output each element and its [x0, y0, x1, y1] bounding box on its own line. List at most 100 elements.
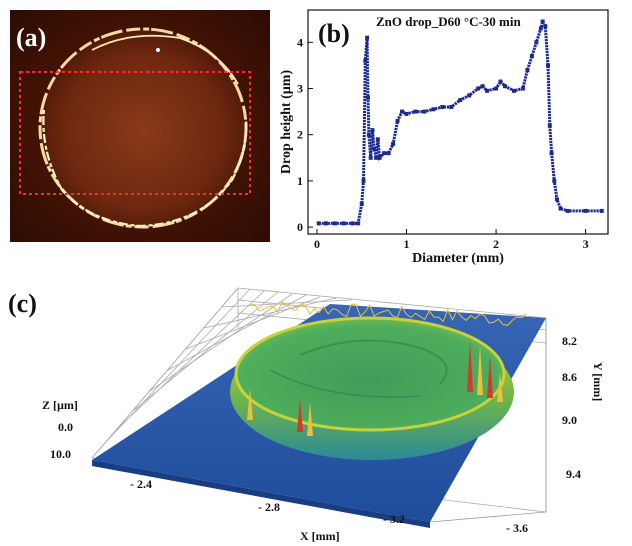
series-group	[316, 17, 604, 226]
data-point	[546, 63, 550, 68]
panel-b-label: (b)	[318, 19, 350, 48]
data-point	[458, 98, 463, 103]
data-point	[538, 26, 543, 31]
data-point	[476, 86, 481, 91]
x-tick-label: 3	[583, 237, 589, 251]
data-point	[565, 208, 570, 213]
data-point	[494, 86, 499, 91]
data-point	[503, 84, 508, 89]
chart-title: ZnO drop_D60 °C-30 min	[376, 14, 522, 29]
x-tick-2: - 3.2	[383, 512, 405, 526]
data-point	[467, 93, 472, 98]
data-point	[413, 109, 418, 114]
rim-spike	[297, 398, 303, 432]
drop-rim-highlight-top	[91, 34, 239, 85]
plot-frame	[307, 9, 609, 235]
panel-b: 0 1 2 3 0 1 2 3 4 (b) ZnO drop_D60 °C-30 min Dia…	[279, 9, 609, 266]
rim-spike	[247, 388, 253, 420]
data-point	[529, 54, 534, 59]
y-axis-label: Drop height (µm)	[279, 70, 294, 175]
y-tick-label: 2	[297, 128, 303, 142]
data-point	[356, 221, 361, 226]
drop-inner-contour	[299, 339, 448, 385]
z-axis-label: Z [µm]	[42, 398, 78, 412]
z-tick-1: 10.0	[50, 447, 71, 461]
y-tick-0: 8.2	[562, 334, 577, 348]
x-tick-label: 1	[404, 237, 410, 251]
panel-a-label: (a)	[16, 23, 46, 52]
drop-rim-highlight	[42, 109, 248, 228]
data-point	[534, 40, 539, 45]
x-tick-1: - 2.8	[258, 500, 280, 514]
data-point	[366, 95, 370, 100]
data-point	[372, 146, 377, 151]
data-point	[599, 208, 604, 213]
data-point	[485, 88, 490, 93]
x-tick-label: 0	[314, 237, 320, 251]
data-point	[547, 123, 552, 128]
data-point	[543, 24, 548, 29]
data-point	[552, 178, 557, 183]
data-point	[365, 35, 370, 40]
data-point	[431, 107, 436, 112]
roi-box	[19, 71, 251, 195]
y-tick-label: 3	[297, 82, 303, 96]
drop-speck	[156, 48, 160, 52]
x-tick-0: - 2.4	[130, 477, 152, 491]
data-point	[404, 111, 409, 116]
data-point	[520, 86, 525, 91]
drop-inner-contour-2	[269, 369, 421, 398]
data-point	[525, 68, 530, 73]
data-point	[377, 155, 382, 160]
x-tick-3: - 3.6	[506, 521, 528, 535]
data-point	[400, 109, 405, 114]
data-point	[375, 137, 380, 142]
y-axis-label-3d: Y [mm]	[591, 362, 605, 401]
data-point	[361, 178, 366, 183]
data-point	[395, 118, 400, 123]
rim-spike	[477, 345, 483, 395]
data-point	[350, 221, 355, 226]
data-point	[316, 221, 321, 226]
panel-c: (c)	[8, 287, 605, 543]
rim-spike	[307, 402, 313, 436]
y-tick-3: 9.4	[566, 467, 581, 481]
rim-spike	[467, 340, 473, 392]
x-tick-label: 2	[493, 237, 499, 251]
rim-spikes	[247, 340, 503, 436]
data-point	[341, 221, 346, 226]
data-point	[366, 132, 371, 137]
surface-base-edge	[92, 460, 430, 528]
data-point	[558, 206, 563, 211]
data-point	[583, 208, 588, 213]
data-point	[422, 109, 427, 114]
rim-spike	[497, 372, 503, 402]
data-point	[511, 88, 516, 93]
data-point	[449, 104, 454, 109]
data-point	[332, 221, 337, 226]
x-axis-label: Diameter (mm)	[412, 251, 504, 266]
drop-inner-surface	[236, 318, 504, 430]
series-line	[318, 17, 602, 225]
panel-c-label: (c)	[8, 289, 37, 318]
drop-body	[40, 29, 246, 227]
drop-rim-ridge	[234, 316, 506, 432]
z-tick-0: 0.0	[58, 420, 73, 434]
data-point	[386, 151, 391, 156]
y-tick-label: 1	[297, 174, 303, 188]
data-point	[440, 104, 445, 109]
data-point	[363, 58, 368, 63]
data-point	[323, 221, 328, 226]
data-point	[359, 201, 364, 206]
panel-a: (a)	[10, 10, 270, 242]
data-point	[368, 155, 373, 160]
data-point	[498, 79, 503, 84]
surface-noise-ridge	[249, 300, 527, 326]
y-tick-label: 4	[297, 35, 303, 49]
data-point	[382, 151, 387, 156]
y-tick-label: 0	[297, 220, 303, 234]
data-point	[554, 197, 559, 202]
data-point	[370, 128, 375, 133]
data-point	[374, 155, 379, 160]
